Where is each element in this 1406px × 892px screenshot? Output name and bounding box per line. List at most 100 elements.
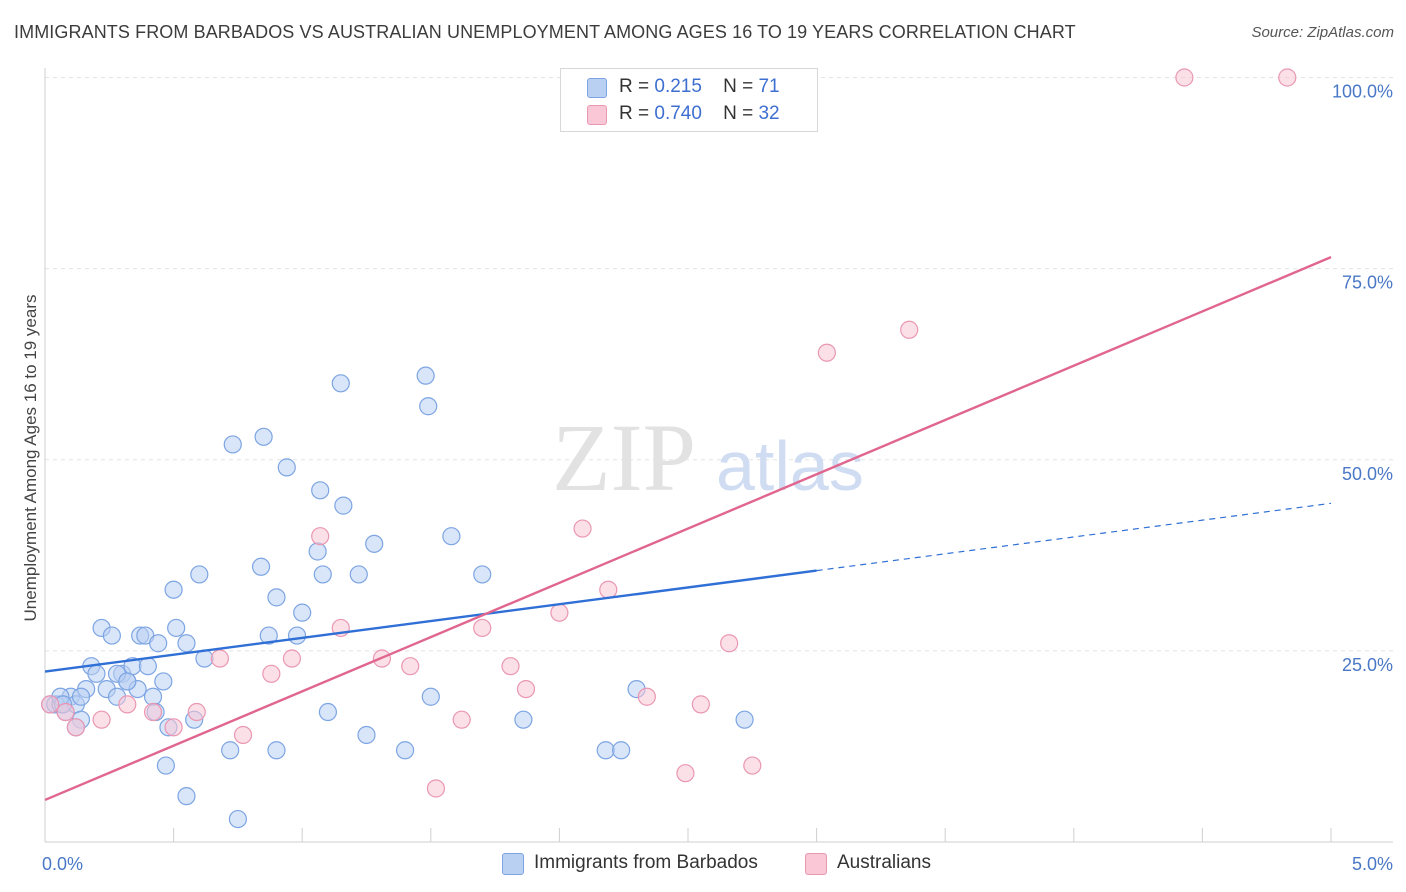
point-barbados xyxy=(221,741,240,760)
point-barbados xyxy=(177,787,196,806)
point-barbados xyxy=(308,542,327,561)
point-australians xyxy=(311,527,330,546)
y-tick-label: 50.0% xyxy=(1342,464,1393,484)
point-barbados xyxy=(251,557,271,576)
trend-line-barbados-extension xyxy=(816,502,1332,572)
watermark: ZIP atlas xyxy=(552,404,864,511)
watermark-atlas: atlas xyxy=(716,427,864,505)
x-tick-label: 0.0% xyxy=(42,854,83,874)
point-australians xyxy=(676,764,695,783)
point-barbados xyxy=(267,741,286,760)
point-barbados xyxy=(419,397,438,416)
point-australians xyxy=(501,657,520,676)
point-barbados xyxy=(87,664,106,683)
point-australians xyxy=(92,710,111,729)
point-australians xyxy=(187,702,206,722)
legend-label-australians: Australians xyxy=(837,852,931,873)
y-tick-label: 100.0% xyxy=(1332,82,1393,102)
point-australians xyxy=(573,519,592,538)
y-tick-label: 75.0% xyxy=(1342,273,1393,293)
point-barbados xyxy=(442,527,461,546)
legend-n-label: N = xyxy=(723,103,754,124)
chart-source: Source: ZipAtlas.com xyxy=(1251,24,1394,41)
point-barbados xyxy=(259,626,278,645)
point-barbados xyxy=(177,634,196,653)
point-barbados xyxy=(293,603,312,622)
data-points xyxy=(41,68,1297,829)
point-barbados xyxy=(514,710,533,729)
axes xyxy=(44,68,1393,843)
point-australians xyxy=(143,702,163,722)
point-australians xyxy=(516,679,536,699)
trend-line-barbados xyxy=(44,569,817,673)
point-australians xyxy=(41,695,60,714)
point-barbados xyxy=(416,366,435,385)
point-barbados xyxy=(228,809,247,829)
point-barbados xyxy=(596,741,615,760)
point-barbados xyxy=(313,565,332,584)
point-barbados xyxy=(349,565,368,584)
y-axis-title: Unemployment Among Ages 16 to 19 years xyxy=(21,295,40,622)
point-australians xyxy=(262,664,281,683)
point-australians xyxy=(164,718,183,737)
point-barbados xyxy=(167,618,186,638)
point-australians xyxy=(210,649,229,668)
point-australians xyxy=(56,702,75,722)
point-barbados xyxy=(118,672,137,691)
legend-r-value: 0.740 xyxy=(654,103,702,124)
correlation-legend: R = 0.215 N = 71 R = 0.740 N = 32 xyxy=(560,68,818,132)
legend-swatch-pink xyxy=(587,105,607,125)
point-australians xyxy=(900,320,919,339)
legend-n-label: N = xyxy=(723,76,754,97)
point-australians xyxy=(118,695,137,714)
point-australians xyxy=(599,580,618,599)
point-barbados xyxy=(357,725,376,745)
point-barbados xyxy=(156,756,175,775)
legend-r-value: 0.215 xyxy=(654,76,702,97)
legend-n-value: 32 xyxy=(758,103,780,124)
gridlines xyxy=(45,77,1393,652)
point-australians xyxy=(817,343,836,362)
point-barbados xyxy=(143,687,163,706)
point-australians xyxy=(637,687,656,706)
point-barbados xyxy=(277,458,296,477)
point-barbados xyxy=(138,657,157,676)
legend-r-label: R = xyxy=(619,103,650,124)
legend-swatch-blue xyxy=(587,78,607,98)
point-australians xyxy=(1175,68,1194,87)
point-australians xyxy=(743,756,762,775)
point-barbados xyxy=(223,435,242,454)
legend-label-barbados: Immigrants from Barbados xyxy=(534,852,758,873)
point-australians xyxy=(720,634,739,653)
point-barbados xyxy=(473,565,492,584)
point-australians xyxy=(452,710,471,729)
trend-line-australians xyxy=(44,256,1332,802)
point-australians xyxy=(233,725,253,745)
point-australians xyxy=(550,603,569,622)
legend-n-value: 71 xyxy=(758,76,780,97)
point-barbados xyxy=(735,710,754,729)
point-barbados xyxy=(421,687,440,706)
y-tick-label: 25.0% xyxy=(1342,655,1393,675)
point-barbados xyxy=(395,741,415,760)
point-barbados xyxy=(267,588,286,607)
point-barbados xyxy=(254,427,273,446)
point-barbados xyxy=(102,626,121,645)
legend-swatch-pink xyxy=(805,853,827,875)
point-australians xyxy=(473,618,492,638)
tick-labels: 25.0% 50.0% 75.0% 100.0% 0.0% 5.0% xyxy=(42,82,1393,875)
point-barbados xyxy=(154,672,173,691)
point-barbados xyxy=(365,534,384,553)
point-australians xyxy=(426,779,446,798)
point-barbados xyxy=(71,687,91,706)
point-barbados xyxy=(287,626,307,645)
x-tick-label: 5.0% xyxy=(1352,854,1393,874)
point-barbados xyxy=(331,374,350,393)
point-barbados xyxy=(164,580,183,599)
point-barbados xyxy=(311,481,330,500)
chart-title: IMMIGRANTS FROM BARBADOS VS AUSTRALIAN U… xyxy=(14,22,1076,42)
point-australians xyxy=(401,657,420,676)
legend-r-label: R = xyxy=(619,76,650,97)
point-barbados xyxy=(190,565,209,584)
